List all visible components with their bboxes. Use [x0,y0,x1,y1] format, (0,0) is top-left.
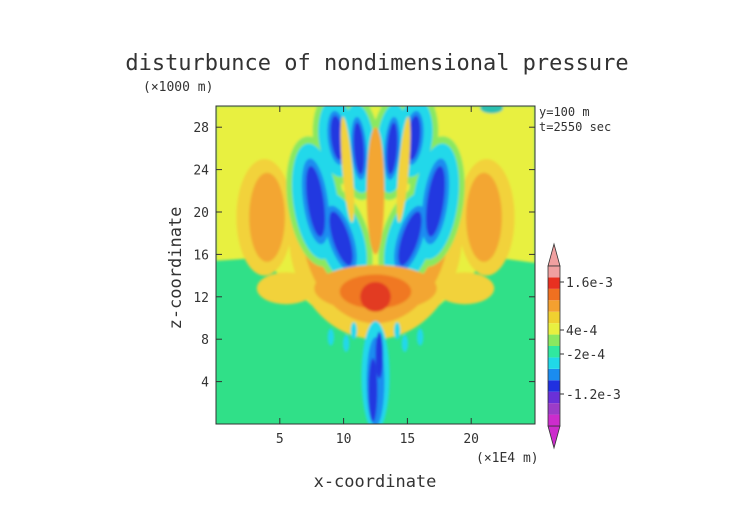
annotation-t: t=2550 sec [539,120,611,134]
colorbar-segment [548,346,560,358]
colorbar-segment [548,300,560,312]
field-patch [342,334,350,352]
colorbar-label: -2e-4 [566,348,605,363]
y-tick-label: 20 [193,206,209,221]
field-patch [350,322,357,340]
field-patch [305,166,326,237]
colorbar-segment [548,323,560,335]
axis-ticks: 5 10 15 20 4 8 12 16 20 24 28 [193,106,535,447]
field-patch [353,122,365,175]
y-axis-title: z-coordinate [166,207,186,330]
x-tick-label: 20 [463,432,479,447]
colorbar-frame [547,265,561,427]
colorbar-max-arrow [547,242,561,267]
colorbar-segment [548,391,560,404]
field-patch [366,127,385,255]
y-tick-label: 28 [193,121,209,136]
colorbar-label: -1.2e-3 [566,388,621,403]
annotation-y: y=100 m [539,105,590,119]
field-patch [329,211,353,266]
colorbar-segment [548,288,560,301]
field-patch [398,211,422,266]
field-patch [340,116,355,223]
field-patch [396,116,411,223]
y-tick-label: 4 [201,376,209,391]
x-tick-label: 10 [336,432,352,447]
x-axis-title: x-coordinate [314,472,437,492]
field-patch [401,334,409,352]
field-patch [368,358,378,422]
colorbar-segment [548,266,560,278]
colorbar-segment [548,403,560,415]
colorbar: 1.6e-3 4e-4 -2e-4 -1.2e-3 [547,242,621,450]
field-patch [330,115,344,160]
colorbar-label: 4e-4 [566,324,597,339]
plot-frame [215,105,536,425]
x-unit-label: (×1E4 m) [476,451,539,466]
colorbar-segment [548,311,560,324]
plot-area [216,106,535,424]
field-patch [360,281,391,312]
field-patch [407,115,421,160]
x-tick-label: 15 [400,432,416,447]
colorbar-segment [548,357,560,369]
field-patch [466,172,502,262]
colorbar-segment [548,380,560,392]
colorbar-label: 1.6e-3 [566,276,613,291]
field-patch [416,328,424,346]
colorbar-min-arrow [547,425,561,450]
y-tick-label: 12 [193,291,209,306]
y-tick-label: 8 [201,333,209,348]
field-patch [480,106,504,114]
x-tick-label: 5 [276,432,284,447]
colorbar-segment [548,414,560,426]
colorbar-segment [548,368,560,381]
colorbar-segment [548,277,560,289]
field-patch [425,166,446,237]
y-tick-label: 24 [193,164,209,179]
chart-title: disturbunce of nondimensional pressure [125,51,628,76]
field-patch [394,322,401,340]
z-unit-label: (×1000 m) [143,80,213,95]
y-tick-label: 16 [193,248,209,263]
field-patch [249,172,285,262]
field-patch [386,122,398,175]
field-patch [327,328,335,346]
colorbar-segment [548,334,560,346]
field-patch [375,331,384,379]
